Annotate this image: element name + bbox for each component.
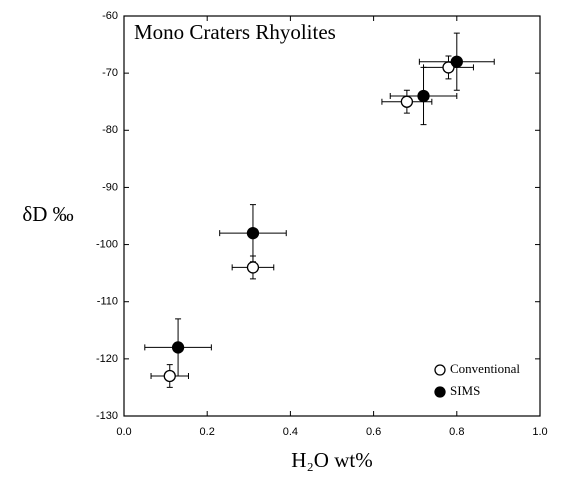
y-axis-label: δD ‰ [22,202,73,226]
x-tick-label: 1.0 [532,426,547,438]
x-tick-label: 0.6 [366,426,381,438]
y-tick-label: -110 [97,296,118,308]
y-tick-label: -70 [102,67,118,79]
x-tick-label: 0.0 [116,426,131,438]
y-tick-label: -130 [96,410,118,422]
point [246,226,260,240]
chart-title: Mono Craters Rhyolites [134,20,336,44]
x-tick-label: 0.2 [200,426,215,438]
point [171,341,185,354]
y-tick-label: -90 [102,181,118,193]
point [450,55,463,68]
y-tick-label: -60 [102,10,118,22]
point [246,261,260,274]
point [417,89,430,103]
plot-frame [123,15,541,417]
legend-label: Conventional [450,361,520,376]
x-tick-label: 0.4 [283,426,298,438]
legend-marker [434,386,446,398]
y-tick-label: -100 [96,238,118,250]
x-tick-label: 0.8 [449,426,464,438]
point [400,95,414,108]
x-axis-label: H₂O wt% [291,448,372,472]
legend-label: SIMS [450,383,480,398]
legend-marker [434,364,446,376]
y-tick-label: -80 [102,124,118,136]
y-tick-label: -120 [96,353,118,365]
point [163,369,176,383]
